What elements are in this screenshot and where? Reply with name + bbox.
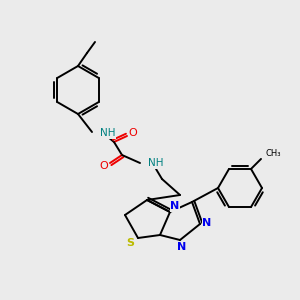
Text: CH₃: CH₃ bbox=[266, 149, 281, 158]
Text: NH: NH bbox=[100, 128, 116, 138]
Text: N: N bbox=[202, 218, 211, 228]
Text: O: O bbox=[100, 161, 108, 171]
Text: N: N bbox=[177, 242, 187, 252]
Text: S: S bbox=[126, 238, 134, 248]
Text: O: O bbox=[129, 128, 137, 138]
Text: N: N bbox=[170, 201, 180, 211]
Text: NH: NH bbox=[148, 158, 164, 168]
